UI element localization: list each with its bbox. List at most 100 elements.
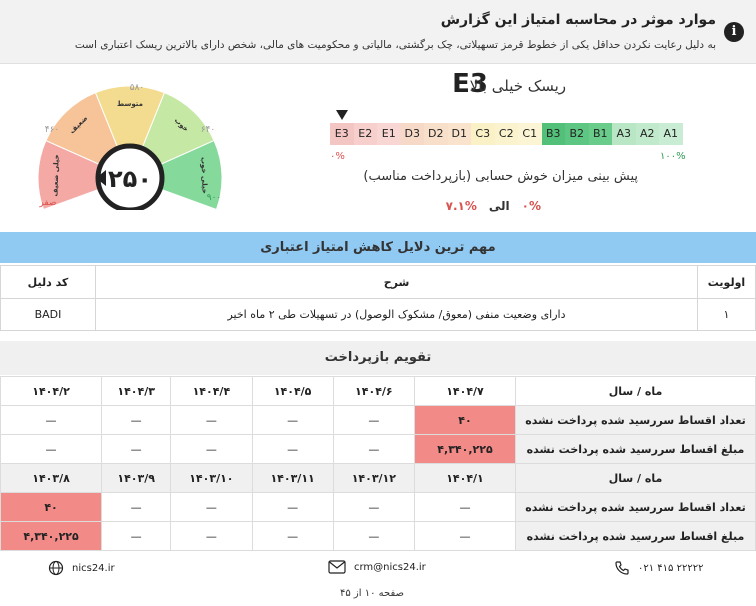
- amount-cell: ۴,۳۴۰,۲۲۵: [0, 521, 103, 551]
- calendar-amount-row: مبلغ اقساط سررسید شده پرداخت نشده — — — …: [0, 521, 756, 551]
- amount-cell: —: [101, 434, 172, 464]
- month-cell: ۱۴۰۴/۲: [0, 376, 103, 406]
- risk-grade-c2: C2: [494, 123, 518, 145]
- calendar-count-row: تعداد اقساط سررسید شده پرداخت نشده — — —…: [0, 492, 756, 522]
- notice-description: به دلیل رعایت نکردن حداقل یکی از خطوط قر…: [74, 39, 716, 51]
- footer-website[interactable]: nics24.ir: [48, 560, 115, 576]
- notice-panel: i موارد موثر در محاسبه امتیاز این گزارش …: [0, 0, 756, 64]
- risk-grade-c3: C3: [471, 123, 495, 145]
- gauge-band-label: متوسط: [117, 100, 143, 108]
- gauge-band-label: خیلی خوب: [199, 157, 208, 194]
- amount-cell: —: [332, 521, 415, 551]
- count-cell: ۴۰: [413, 405, 517, 435]
- col-desc: شرح: [95, 265, 698, 299]
- gauge-tick-max: ۹۰۰: [207, 193, 222, 203]
- risk-grade-d1: D1: [447, 123, 471, 145]
- risk-grade-e1: E1: [377, 123, 401, 145]
- month-cell: ۱۴۰۳/۱۲: [332, 463, 415, 493]
- calendar-table: ماه / سال ۱۴۰۴/۷ ۱۴۰۴/۶ ۱۴۰۴/۵ ۱۴۰۴/۴ ۱۴…: [0, 376, 756, 551]
- range-from: ۰%: [521, 199, 541, 213]
- month-cell: ۱۴۰۳/۱۰: [170, 463, 253, 493]
- score-gauge: خیلی ضعیف ضعیف متوسط خوب خیلی خوب ۲۵۰ صفر ۴۶…: [30, 80, 230, 213]
- gauge-band-label: خیلی ضعیف: [51, 154, 60, 196]
- amount-cell: —: [413, 521, 517, 551]
- amount-cell: —: [101, 521, 172, 551]
- calendar-count-row: تعداد اقساط سررسید شده پرداخت نشده ۴۰ — …: [0, 405, 756, 435]
- gauge-tick-3: ۶۴۰: [201, 125, 216, 135]
- range-to: ۷.۱%: [445, 199, 477, 213]
- page-indicator: صفحه ۱۰ از ۴۵: [340, 588, 405, 599]
- range-to-word: الی: [488, 199, 510, 213]
- risk-grade-c1: C1: [518, 123, 542, 145]
- risk-grade-d3: D3: [400, 123, 424, 145]
- risk-grade-e2: E2: [353, 123, 377, 145]
- count-cell: —: [170, 492, 253, 522]
- gauge-tick-min: صفر: [38, 198, 56, 208]
- count-cell: —: [0, 405, 103, 435]
- month-cell: ۱۴۰۴/۷: [413, 376, 517, 406]
- scale-max: ۱۰۰%: [660, 151, 686, 162]
- table-row: ۱ دارای وضعیت منفی (معوق/ مشکوک الوصول) …: [0, 298, 756, 331]
- scale-pointer-icon: [336, 110, 348, 120]
- risk-grade-b1: B1: [588, 123, 612, 145]
- amount-cell: —: [170, 521, 253, 551]
- col-code: کد دلیل: [0, 265, 96, 299]
- month-cell: ۱۴۰۴/۶: [332, 376, 415, 406]
- email-text: crm@nics24.ir: [354, 561, 426, 573]
- month-cell: ۱۴۰۳/۱۱: [251, 463, 334, 493]
- prediction-title: پیش بینی میزان خوش حسابی (بازپرداخت مناس…: [363, 169, 638, 184]
- risk-code: E3: [452, 69, 488, 99]
- amount-cell: —: [332, 434, 415, 464]
- notice-title: موارد موثر در محاسبه امتیاز این گزارش: [440, 12, 716, 28]
- risk-grade-b2: B2: [565, 123, 589, 145]
- count-cell: —: [251, 405, 334, 435]
- row-label-amount: مبلغ اقساط سررسید شده پرداخت نشده: [515, 521, 756, 551]
- risk-grade-a3: A3: [612, 123, 636, 145]
- count-cell: —: [251, 492, 334, 522]
- reason-code: BADI: [0, 298, 96, 331]
- prediction-range: ۰% الی ۷.۱%: [446, 199, 541, 213]
- risk-scale: A1 A2 A3 B1 B2 B3 C1 C2 C3 D1 D2 D3 E1 E2 E3: [330, 123, 683, 145]
- calendar-header: تقویم بازپرداخت: [0, 341, 756, 375]
- count-cell: ۴۰: [0, 492, 103, 522]
- amount-cell: —: [251, 434, 334, 464]
- risk-grade-e3: E3: [330, 123, 354, 145]
- row-label-count: تعداد اقساط سررسید شده پرداخت نشده: [515, 492, 756, 522]
- footer-email[interactable]: crm@nics24.ir: [328, 560, 426, 574]
- amount-cell: —: [251, 521, 334, 551]
- reason-priority: ۱: [697, 298, 756, 331]
- phone-text: ۰۲۱ ۴۱۵ ۲۲۲۲۲: [638, 562, 704, 574]
- reasons-table: اولویت شرح کد دلیل ۱ دارای وضعیت منفی (م…: [0, 265, 756, 331]
- footer-phone[interactable]: ۰۲۱ ۴۱۵ ۲۲۲۲۲: [614, 560, 703, 576]
- row-label-month: ماه / سال: [515, 463, 756, 493]
- month-cell: ۱۴۰۴/۵: [251, 376, 334, 406]
- footer: nics24.ir crm@nics24.ir ۰۲۱ ۴۱۵ ۲۲۲۲۲ صف…: [0, 556, 756, 606]
- row-label-amount: مبلغ اقساط سررسید شده پرداخت نشده: [515, 434, 756, 464]
- reasons-header-row: اولویت شرح کد دلیل: [0, 265, 756, 299]
- count-cell: —: [413, 492, 517, 522]
- scale-min: ۰%: [330, 151, 345, 162]
- risk-grade-a1: A1: [659, 123, 683, 145]
- count-cell: —: [170, 405, 253, 435]
- month-cell: ۱۴۰۳/۹: [101, 463, 172, 493]
- gauge-tick-2: ۵۸۰: [130, 83, 145, 93]
- month-cell: ۱۴۰۴/۳: [101, 376, 172, 406]
- count-cell: —: [332, 492, 415, 522]
- score-section: خیلی ضعیف ضعیف متوسط خوب خیلی خوب ۲۵۰ صفر ۴۶…: [0, 65, 756, 230]
- reason-desc: دارای وضعیت منفی (معوق/ مشکوک الوصول) در…: [95, 298, 698, 331]
- mail-icon: [328, 560, 346, 574]
- reasons-header: مهم ترین دلایل کاهش امتیاز اعتباری: [0, 232, 756, 263]
- globe-icon: [48, 560, 64, 576]
- col-priority: اولویت: [697, 265, 756, 299]
- gauge-score: ۲۵۰: [108, 165, 152, 193]
- count-cell: —: [101, 492, 172, 522]
- website-text: nics24.ir: [72, 562, 115, 574]
- risk-grade-a2: A2: [635, 123, 659, 145]
- row-label-count: تعداد اقساط سررسید شده پرداخت نشده: [515, 405, 756, 435]
- month-cell: ۱۴۰۴/۱: [413, 463, 517, 493]
- info-icon: i: [724, 22, 744, 42]
- calendar-month-row: ماه / سال ۱۴۰۴/۱ ۱۴۰۳/۱۲ ۱۴۰۳/۱۱ ۱۴۰۳/۱۰…: [0, 463, 756, 493]
- calendar-amount-row: مبلغ اقساط سررسید شده پرداخت نشده ۴,۳۴۰,…: [0, 434, 756, 464]
- count-cell: —: [101, 405, 172, 435]
